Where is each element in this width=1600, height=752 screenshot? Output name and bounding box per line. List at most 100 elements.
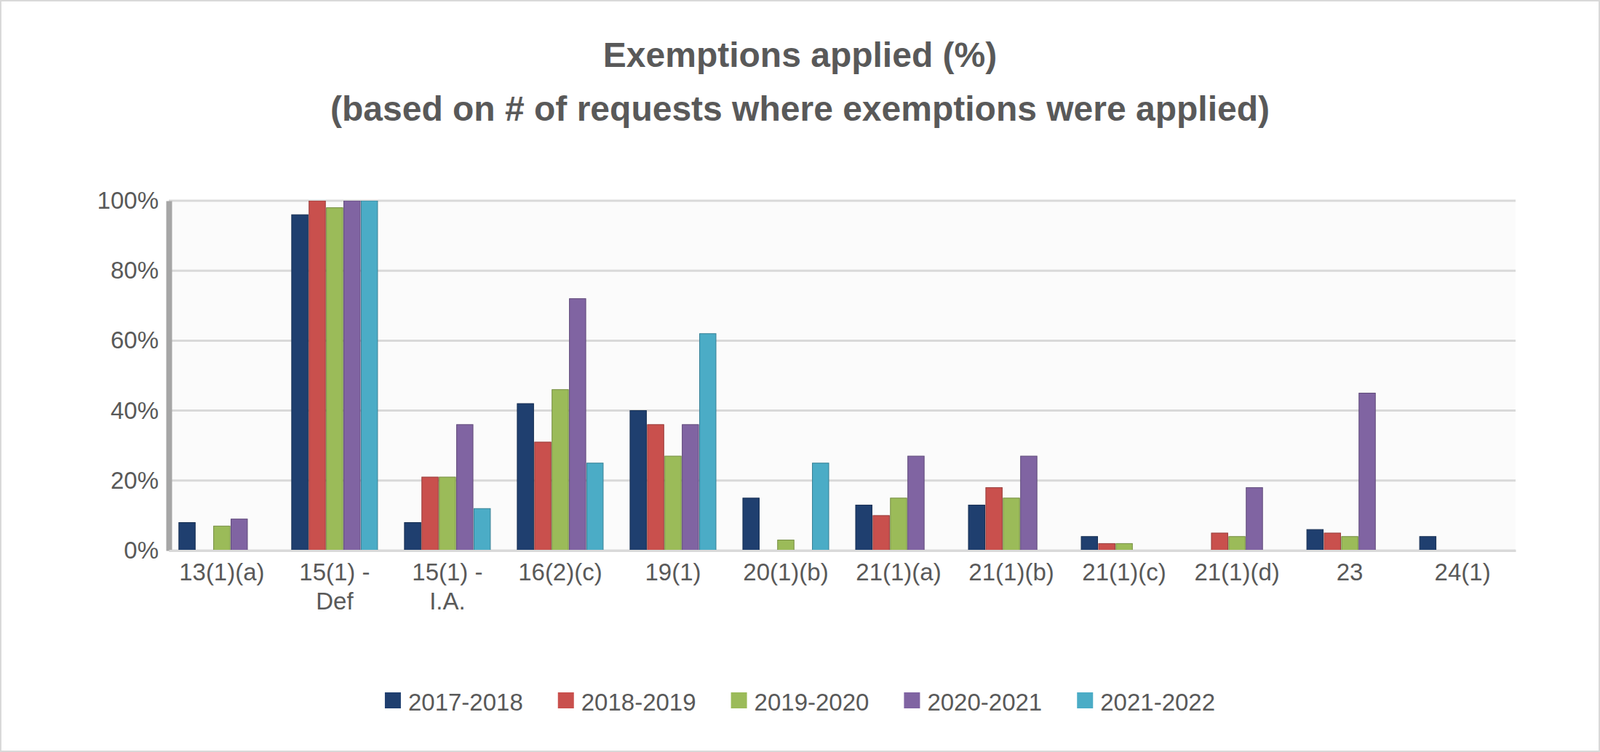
x-tick: 15(1) -Def bbox=[299, 550, 370, 615]
legend-swatch bbox=[731, 692, 748, 709]
x-axis: 13(1)(a) 15(1) -Def 15(1) -I.A. 16(2)(c) 19(… bbox=[169, 550, 1517, 615]
x-tick-label: 15(1) -Def bbox=[299, 558, 370, 615]
legend-swatch bbox=[384, 692, 401, 709]
bar bbox=[1003, 498, 1020, 551]
bar bbox=[1419, 536, 1436, 551]
y-tick-label: 80% bbox=[110, 256, 159, 284]
x-tick: 19(1) bbox=[644, 550, 701, 586]
y-tick: 20% bbox=[110, 467, 169, 495]
legend-swatch bbox=[1076, 692, 1093, 709]
bar bbox=[404, 523, 421, 551]
bar bbox=[473, 508, 490, 551]
bar bbox=[647, 424, 664, 551]
x-tick-label: 24(1) bbox=[1434, 558, 1491, 586]
y-tick: 100% bbox=[97, 186, 169, 214]
legend-label: 2021-2022 bbox=[1100, 689, 1216, 716]
bar bbox=[213, 526, 230, 551]
bar bbox=[985, 487, 1002, 551]
legend-item: 2021-2022 bbox=[1076, 689, 1216, 716]
x-tick-label: 19(1) bbox=[644, 558, 701, 586]
x-tick-label: 21(1)(c) bbox=[1081, 558, 1167, 586]
x-tick: 13(1)(a) bbox=[178, 550, 265, 586]
x-tick: 23 bbox=[1336, 550, 1364, 586]
bar bbox=[855, 504, 872, 551]
x-tick-label: 15(1) -I.A. bbox=[411, 558, 483, 615]
bar bbox=[517, 403, 534, 551]
bar bbox=[908, 456, 925, 551]
bar bbox=[326, 208, 343, 551]
title: Exemptions applied (%) bbox=[603, 35, 997, 75]
y-tick: 60% bbox=[110, 326, 169, 354]
legend-item: 2020-2021 bbox=[903, 689, 1042, 716]
bar bbox=[1324, 533, 1341, 551]
bar bbox=[291, 214, 308, 551]
legend-item: 2017-2018 bbox=[384, 689, 524, 716]
bar bbox=[1341, 536, 1358, 551]
bar bbox=[534, 442, 551, 551]
bar bbox=[1081, 536, 1098, 551]
bar bbox=[360, 200, 377, 551]
bar bbox=[630, 411, 647, 551]
grid bbox=[168, 200, 1516, 551]
series bbox=[360, 200, 829, 551]
plot: 0% 20% 40% 60% 80% 100% 13(1)(a) 15(1) -Def 15(1… bbox=[97, 186, 1517, 615]
bar bbox=[422, 477, 439, 551]
legend-label: 2017-2018 bbox=[408, 689, 524, 716]
x-tick: 24(1) bbox=[1434, 550, 1491, 586]
bar bbox=[1228, 536, 1245, 551]
bar bbox=[742, 498, 759, 551]
x-tick-label: 23 bbox=[1336, 558, 1364, 586]
bar bbox=[968, 504, 985, 551]
bar bbox=[1211, 533, 1228, 551]
x-axis-line bbox=[169, 550, 1517, 553]
bar bbox=[586, 463, 603, 551]
x-tick: 15(1) -I.A. bbox=[411, 550, 483, 615]
bar bbox=[231, 519, 248, 551]
plot-background bbox=[168, 200, 1516, 551]
legend-swatch bbox=[558, 692, 575, 709]
bar bbox=[1359, 393, 1376, 551]
legend-item: 2018-2019 bbox=[558, 689, 697, 716]
x-tick: 21(1)(c) bbox=[1081, 550, 1167, 586]
bar bbox=[552, 389, 569, 551]
bar bbox=[812, 463, 829, 551]
legend-label: 2019-2020 bbox=[754, 689, 870, 716]
bars bbox=[178, 200, 1437, 551]
legend-swatch bbox=[903, 692, 920, 709]
bar bbox=[890, 498, 907, 551]
bar bbox=[873, 515, 890, 551]
bar bbox=[1246, 487, 1263, 551]
legend-item: 2019-2020 bbox=[731, 689, 870, 716]
bar bbox=[665, 456, 682, 551]
bar bbox=[1306, 529, 1323, 551]
y-axis-line bbox=[166, 201, 173, 552]
x-tick-label: 20(1)(b) bbox=[742, 558, 829, 586]
bar bbox=[1098, 543, 1115, 551]
bar bbox=[344, 200, 361, 551]
x-tick-label: 21(1)(b) bbox=[968, 558, 1054, 586]
legend: 2017-2018 2018-2019 2019-2020 2020-2021 2021… bbox=[384, 689, 1216, 716]
bar bbox=[439, 477, 456, 551]
y-tick: 80% bbox=[110, 256, 169, 284]
y-tick: 0% bbox=[123, 536, 169, 564]
x-tick: 21(1)(d) bbox=[1193, 550, 1280, 586]
x-tick: 20(1)(b) bbox=[742, 550, 829, 586]
y-tick: 40% bbox=[110, 397, 169, 425]
series bbox=[231, 200, 1376, 551]
y-tick-label: 20% bbox=[110, 467, 159, 495]
chart-border bbox=[0, 0, 1600, 752]
bar bbox=[699, 333, 716, 551]
x-tick-label: 13(1)(a) bbox=[178, 558, 265, 586]
bar bbox=[569, 299, 586, 551]
x-tick: 21(1)(b) bbox=[968, 550, 1054, 586]
y-tick-label: 100% bbox=[97, 186, 159, 214]
legend-label: 2020-2021 bbox=[926, 689, 1042, 716]
bar bbox=[456, 424, 473, 551]
y-tick-label: 40% bbox=[110, 397, 159, 425]
x-tick-label: 16(2)(c) bbox=[518, 558, 603, 586]
x-tick-label: 21(1)(a) bbox=[855, 558, 941, 586]
y-tick-label: 0% bbox=[123, 536, 159, 564]
bar bbox=[682, 424, 699, 551]
y-axis: 0% 20% 40% 60% 80% 100% bbox=[97, 186, 170, 564]
series bbox=[309, 200, 1341, 551]
